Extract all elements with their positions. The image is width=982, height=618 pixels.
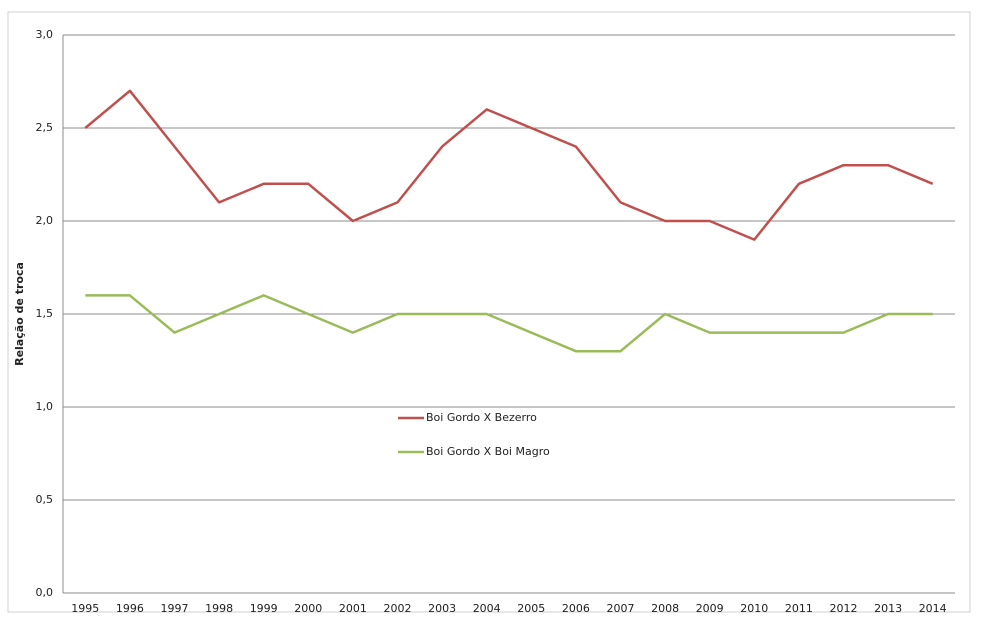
y-tick-label: 3,0 (36, 28, 54, 41)
x-tick-label: 1997 (161, 602, 189, 615)
x-tick-label: 2002 (384, 602, 412, 615)
x-tick-label: 2001 (339, 602, 367, 615)
x-tick-label: 2006 (562, 602, 590, 615)
x-tick-label: 2004 (473, 602, 501, 615)
x-tick-label: 2005 (517, 602, 545, 615)
y-tick-label: 2,0 (36, 214, 54, 227)
x-tick-label: 1999 (250, 602, 278, 615)
x-tick-label: 2009 (696, 602, 724, 615)
y-tick-label: 1,5 (36, 307, 54, 320)
y-tick-label: 0,0 (36, 586, 54, 599)
y-tick-label: 0,5 (36, 493, 54, 506)
x-tick-label: 2014 (919, 602, 947, 615)
series-line (85, 294, 933, 353)
x-tick-label: 2012 (830, 602, 858, 615)
x-tick-label: 2013 (874, 602, 902, 615)
x-tick-label: 2000 (294, 602, 322, 615)
x-tick-label: 1996 (116, 602, 144, 615)
x-tick-label: 1995 (71, 602, 99, 615)
chart-frame (7, 11, 971, 613)
y-axis-label: Relação de troca (13, 262, 26, 366)
legend-label: Boi Gordo X Bezerro (426, 411, 537, 424)
x-tick-label: 2011 (785, 602, 813, 615)
y-tick-label: 2,5 (36, 121, 54, 134)
x-tick-label: 2007 (607, 602, 635, 615)
y-tick-label: 1,0 (36, 400, 54, 413)
x-tick-label: 2008 (651, 602, 679, 615)
legend-label: Boi Gordo X Boi Magro (426, 445, 550, 458)
series-line (84, 89, 934, 241)
x-tick-label: 2010 (740, 602, 768, 615)
x-tick-label: 1998 (205, 602, 233, 615)
x-tick-label: 2003 (428, 602, 456, 615)
